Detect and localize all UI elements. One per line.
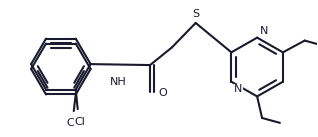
Text: N: N (260, 26, 268, 36)
Text: S: S (192, 9, 199, 19)
Text: O: O (158, 88, 167, 98)
Text: Cl: Cl (66, 118, 77, 128)
Text: Cl: Cl (74, 117, 85, 127)
Text: NH: NH (110, 77, 127, 87)
Text: N: N (234, 84, 243, 94)
